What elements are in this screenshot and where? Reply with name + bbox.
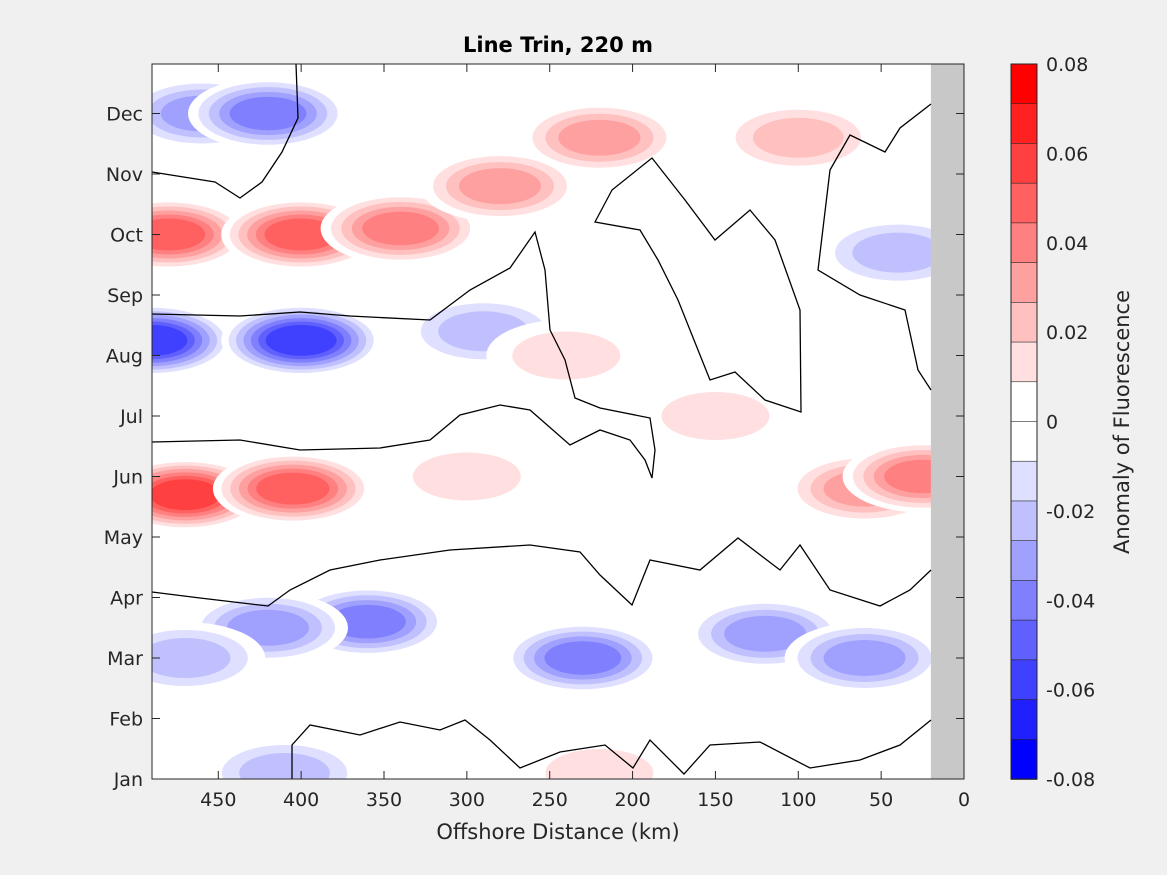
- anomaly-contour-band: [544, 641, 622, 675]
- colorbar-segment: [1010, 182, 1038, 224]
- y-tick-label: Dec: [106, 104, 143, 126]
- y-tick-label: Jun: [112, 467, 143, 489]
- colorbar-tick-label: -0.02: [1046, 501, 1095, 523]
- anomaly-contour-band: [459, 168, 541, 205]
- colorbar-segment: [1010, 699, 1038, 741]
- colorbar-tick-label: 0: [1046, 412, 1058, 434]
- anomaly-contour-band: [558, 119, 641, 156]
- colorbar-tick-label: 0.02: [1046, 322, 1088, 344]
- colorbar-segment: [1010, 103, 1038, 145]
- colorbar-segment: [1010, 580, 1038, 621]
- y-tick-label: May: [104, 527, 143, 549]
- x-tick-label: 400: [283, 789, 319, 811]
- plot-frame: [151, 63, 965, 780]
- zero-contour-line: [151, 537, 932, 607]
- colorbar-tick-label: -0.06: [1046, 680, 1095, 702]
- zero-contour-line: [151, 63, 299, 199]
- anomaly-contour-band: [229, 96, 307, 131]
- colorbar-tick-label: 0.08: [1046, 54, 1088, 76]
- x-axis-label: Offshore Distance (km): [436, 820, 679, 844]
- y-tick-label: Jul: [119, 406, 143, 428]
- colorbar-frame: [1010, 63, 1038, 780]
- anomaly-contour-band: [661, 392, 770, 440]
- y-tick-label: Jan: [113, 769, 143, 791]
- anomaly-contour-band: [152, 638, 231, 678]
- anomaly-contour-band: [256, 472, 330, 505]
- anomaly-contour-band: [152, 218, 206, 251]
- anomaly-contour-band: [724, 615, 807, 652]
- anomaly-contour-band: [852, 232, 944, 273]
- colorbar-segment: [1010, 63, 1038, 105]
- x-axis: 450 400 350 300 250 200 150 100 50 0: [200, 64, 970, 811]
- colorbar-tick-label: 0.04: [1046, 233, 1088, 255]
- anomaly-contour-band: [239, 752, 330, 779]
- y-axis: Jan Feb Mar Apr May Jun Jul Aug Sep Oct Nov Dec: [104, 104, 964, 791]
- anomaly-contour-band: [329, 604, 406, 639]
- y-tick-label: Sep: [107, 285, 143, 307]
- x-tick-label: 150: [697, 789, 733, 811]
- colorbar-segment: [1010, 421, 1038, 463]
- y-tick-label: Mar: [107, 648, 143, 670]
- x-tick-label: 0: [958, 789, 970, 811]
- y-tick-label: Aug: [106, 346, 143, 368]
- y-tick-label: Oct: [110, 225, 143, 247]
- colorbar-label: Anomaly of Fluorescence: [1110, 290, 1134, 554]
- y-tick-label: Feb: [109, 709, 143, 731]
- anomaly-contour-band: [823, 640, 906, 676]
- zero-contour-line: [817, 103, 932, 391]
- x-tick-label: 250: [532, 789, 568, 811]
- colorbar-segment: [1010, 460, 1038, 502]
- colorbar-segment: [1010, 222, 1038, 264]
- anomaly-contour-band: [362, 211, 439, 246]
- no-data-region: [930, 64, 964, 779]
- anomaly-contour-band: [752, 117, 844, 158]
- colorbar-segment: [1010, 341, 1038, 383]
- colorbar-segment: [1010, 381, 1038, 423]
- x-tick-label: 350: [366, 789, 402, 811]
- anomaly-fields: [152, 77, 964, 779]
- anomaly-contour-band: [152, 479, 221, 511]
- colorbar-segment: [1010, 738, 1038, 780]
- y-tick-label: Apr: [110, 588, 143, 610]
- x-tick-label: 450: [200, 789, 236, 811]
- chart-title: Line Trin, 220 m: [463, 33, 653, 57]
- anomaly-contour-band: [264, 218, 338, 251]
- colorbar-segment: [1010, 500, 1038, 542]
- colorbar-segment: [1010, 262, 1038, 304]
- zero-contour-line: [594, 157, 802, 413]
- x-tick-label: 200: [614, 789, 650, 811]
- x-tick-label: 100: [780, 789, 816, 811]
- colorbar-segment: [1010, 143, 1038, 184]
- anomaly-contour-band: [512, 331, 621, 380]
- x-tick-label: 50: [869, 789, 893, 811]
- anomaly-contour-band: [265, 324, 337, 356]
- anomaly-contour-band: [152, 324, 188, 356]
- colorbar-segment: [1010, 619, 1038, 661]
- heatmap-area: [151, 63, 965, 780]
- colorbar-segment: [1010, 659, 1038, 701]
- colorbar-tick-label: 0.06: [1046, 143, 1088, 165]
- colorbar-tick-label: -0.04: [1046, 590, 1095, 612]
- colorbar-segment: [1010, 302, 1038, 343]
- colorbar-segment: [1010, 540, 1038, 582]
- y-tick-label: Nov: [106, 164, 143, 186]
- colorbar-tick-label: -0.08: [1046, 769, 1095, 791]
- zero-contours: [151, 63, 932, 779]
- zero-contour-line: [291, 719, 932, 779]
- anomaly-contour-band: [412, 452, 521, 501]
- zero-contour-line: [151, 230, 656, 479]
- x-tick-label: 300: [449, 789, 485, 811]
- anomaly-contour-band: [545, 748, 654, 779]
- colorbar: 0.08 0.06 0.04 0.02 0 -0.02 -0.04 -0.06 -0.08: [1010, 54, 1095, 791]
